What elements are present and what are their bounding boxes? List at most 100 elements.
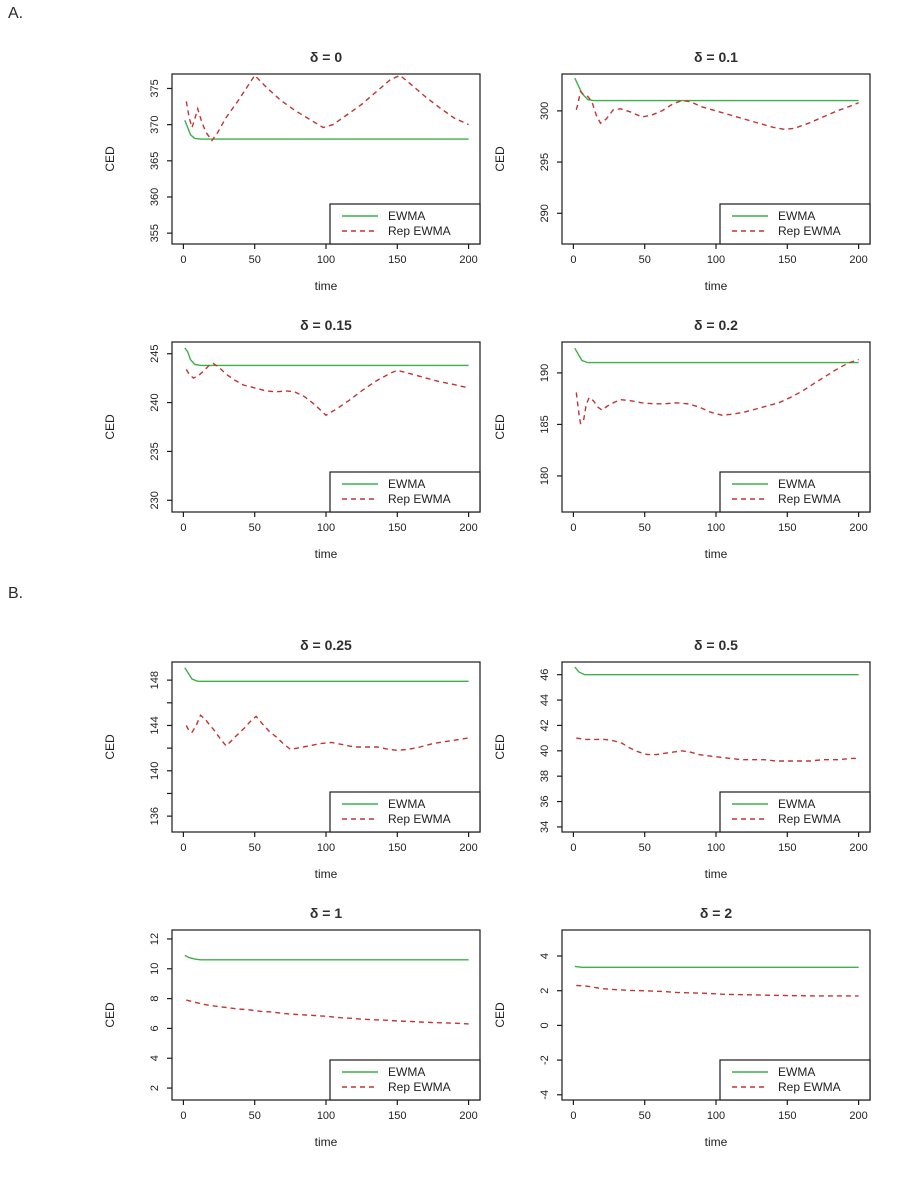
y-tick-label: 370 [149, 115, 161, 133]
y-axis-label: CED [493, 414, 507, 440]
ewma-line [574, 666, 859, 676]
x-tick-label: 150 [388, 522, 406, 534]
x-tick-label: 200 [849, 522, 867, 534]
legend-box [719, 203, 871, 245]
x-tick-label: 50 [249, 842, 261, 854]
ewma-line [184, 954, 469, 961]
x-axis-label: time [705, 547, 728, 561]
y-tick-label: 180 [539, 467, 551, 485]
y-axis-label: CED [103, 734, 117, 760]
y-tick-label: 34 [539, 821, 551, 833]
rep-ewma-line [185, 714, 469, 752]
rep-ewma-line [576, 737, 859, 762]
y-tick-label: 40 [539, 745, 551, 757]
x-tick-label: 100 [317, 1110, 335, 1122]
legend-label: EWMA [388, 797, 425, 811]
legend-box [719, 471, 871, 513]
x-tick-label: 150 [778, 842, 796, 854]
legend-label: Rep EWMA [778, 492, 841, 506]
legend-label: EWMA [778, 797, 815, 811]
legend-box [329, 791, 481, 833]
x-tick-label: 50 [249, 1110, 261, 1122]
y-axis-label: CED [493, 1002, 507, 1028]
x-tick-label: 100 [317, 522, 335, 534]
x-tick-label: 150 [778, 1110, 796, 1122]
chart-title: δ = 0.5 [694, 637, 738, 653]
x-axis-label: time [315, 279, 338, 293]
y-tick-label: -4 [539, 1090, 551, 1100]
ewma-line [574, 77, 859, 102]
x-axis-label: time [705, 867, 728, 881]
legend-box [329, 203, 481, 245]
x-tick-label: 50 [249, 254, 261, 266]
rep-ewma-line [186, 999, 469, 1025]
x-tick-label: 200 [849, 254, 867, 266]
legend-box [719, 1059, 871, 1101]
legend-label: EWMA [778, 1065, 815, 1079]
panel-b-grid: δ = 0.25 time CED 0 50 100 150 200 136 140 144 148 E… [100, 630, 900, 1156]
y-axis-label: CED [103, 414, 117, 440]
chart-title: δ = 0.2 [694, 317, 738, 333]
ewma-line [574, 347, 859, 364]
x-tick-label: 0 [180, 522, 186, 534]
y-tick-label: 10 [149, 963, 161, 975]
y-tick-label: 2 [539, 988, 551, 994]
y-tick-label: 295 [539, 153, 551, 171]
y-axis-label: CED [103, 1002, 117, 1028]
y-axis-label: CED [103, 146, 117, 172]
y-tick-label: 4 [149, 1055, 161, 1061]
x-tick-label: 100 [317, 842, 335, 854]
x-tick-label: 150 [388, 254, 406, 266]
y-tick-label: 12 [149, 933, 161, 945]
y-tick-label: 300 [539, 102, 551, 120]
y-tick-label: 240 [149, 393, 161, 411]
x-tick-label: 200 [459, 254, 477, 266]
y-tick-label: 2 [149, 1085, 161, 1091]
x-tick-label: 200 [459, 522, 477, 534]
legend-label: Rep EWMA [778, 224, 841, 238]
legend-label: EWMA [778, 477, 815, 491]
y-tick-label: 38 [539, 770, 551, 782]
y-tick-label: 235 [149, 442, 161, 460]
x-tick-label: 200 [459, 842, 477, 854]
ewma-line [184, 667, 469, 682]
x-tick-label: 100 [707, 254, 725, 266]
rep-ewma-line [576, 984, 859, 997]
subplot-delta-0-2: δ = 0.2 time CED 0 50 100 150 200 180 185 190 EWMAR… [493, 317, 871, 561]
x-tick-label: 150 [388, 842, 406, 854]
subplot-delta-0-15: δ = 0.15 time CED 0 50 100 150 200 230 235 240 245 E… [103, 317, 481, 561]
x-tick-label: 200 [459, 1110, 477, 1122]
x-tick-label: 100 [707, 842, 725, 854]
chart-title: δ = 1 [310, 905, 342, 921]
y-tick-label: 365 [149, 152, 161, 170]
ewma-line [184, 120, 469, 140]
y-tick-label: 8 [149, 996, 161, 1002]
x-tick-label: 0 [180, 842, 186, 854]
x-tick-label: 50 [639, 522, 651, 534]
y-tick-label: 355 [149, 224, 161, 242]
x-tick-label: 200 [849, 1110, 867, 1122]
legend-box [329, 471, 481, 513]
y-axis-label: CED [493, 146, 507, 172]
ewma-line [574, 965, 859, 968]
y-tick-label: 185 [539, 415, 551, 433]
subplot-delta-0-1: δ = 0.1 time CED 0 50 100 150 200 290 295 300 EWMAR… [493, 49, 871, 293]
legend-label: Rep EWMA [778, 812, 841, 826]
rep-ewma-line [185, 74, 469, 142]
x-tick-label: 150 [388, 1110, 406, 1122]
subplot-delta-0: δ = 0 time CED 0 50 100 150 200 355 360 365 370 375 E… [103, 49, 481, 293]
y-tick-label: 46 [539, 669, 551, 681]
x-tick-label: 0 [180, 1110, 186, 1122]
x-tick-label: 100 [707, 1110, 725, 1122]
y-tick-label: 44 [539, 694, 551, 706]
legend-label: EWMA [388, 1065, 425, 1079]
rep-ewma-line [185, 362, 469, 417]
x-tick-label: 100 [317, 254, 335, 266]
x-axis-label: time [315, 547, 338, 561]
y-tick-label: 36 [539, 795, 551, 807]
panel-b-label: B. [8, 585, 24, 602]
y-tick-label: 6 [149, 1025, 161, 1031]
legend-box [719, 791, 871, 833]
legend-label: Rep EWMA [388, 1080, 451, 1094]
